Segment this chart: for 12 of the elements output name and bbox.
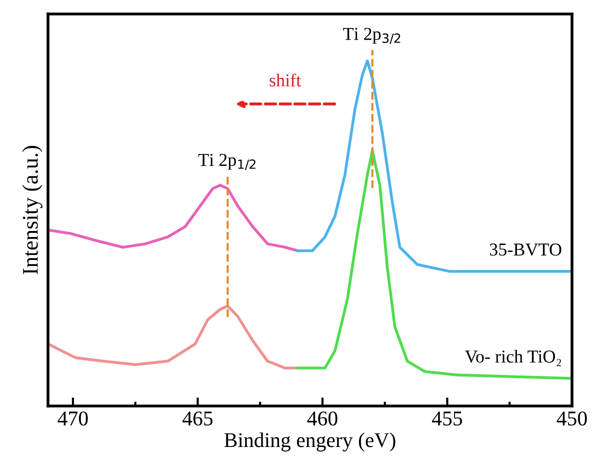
ref-line-label: Ti 2p$_{1/2}$	[198, 154, 256, 170]
annotation: shift	[270, 74, 301, 86]
series-label: 35-BVTO	[490, 244, 562, 256]
x-tick-label: 450	[556, 411, 587, 426]
x-tick-label: 465	[182, 412, 213, 426]
x-tick-label: 470	[58, 411, 88, 426]
ref-line-label: Ti 2p$_{3/2}$	[343, 28, 400, 44]
y-axis-title: Intensity (a.u.)	[22, 146, 42, 274]
series-label: Vo- rich TiO₂	[464, 350, 562, 366]
x-axis-title: Binding engery (eV)	[224, 432, 396, 452]
x-tick-label: 455	[432, 412, 462, 426]
x-tick-label: 460	[307, 411, 338, 426]
